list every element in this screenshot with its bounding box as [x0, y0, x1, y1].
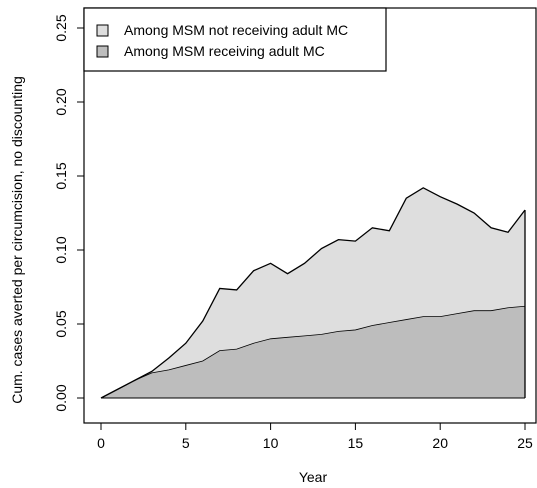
legend-label: Among MSM not receiving adult MC	[124, 22, 348, 38]
y-tick-label: 0.05	[53, 310, 69, 337]
y-tick-label: 0.20	[53, 88, 69, 115]
x-tick-label: 0	[97, 435, 105, 451]
legend-swatch	[97, 25, 108, 36]
legend-swatch	[97, 46, 108, 57]
legend-box	[84, 8, 386, 71]
y-tick-label: 0.25	[53, 14, 69, 41]
legend: Among MSM not receiving adult MC Among MS…	[84, 8, 386, 71]
legend-label: Among MSM receiving adult MC	[124, 43, 325, 59]
x-axis-label: Year	[299, 469, 328, 485]
x-tick-label: 10	[263, 435, 279, 451]
x-tick-label: 15	[348, 435, 364, 451]
y-axis: 0.00 0.05 0.10 0.15 0.20 0.25	[53, 14, 84, 411]
y-tick-label: 0.10	[53, 236, 69, 263]
y-tick-label: 0.00	[53, 384, 69, 411]
x-tick-label: 20	[432, 435, 448, 451]
chart-areas	[101, 188, 525, 398]
x-axis: 0 5 10 15 20 25	[97, 423, 533, 451]
y-tick-label: 0.15	[53, 162, 69, 189]
y-axis-label: Cum. cases averted per circumcision, no …	[9, 76, 25, 404]
x-tick-label: 25	[517, 435, 533, 451]
x-tick-label: 5	[182, 435, 190, 451]
